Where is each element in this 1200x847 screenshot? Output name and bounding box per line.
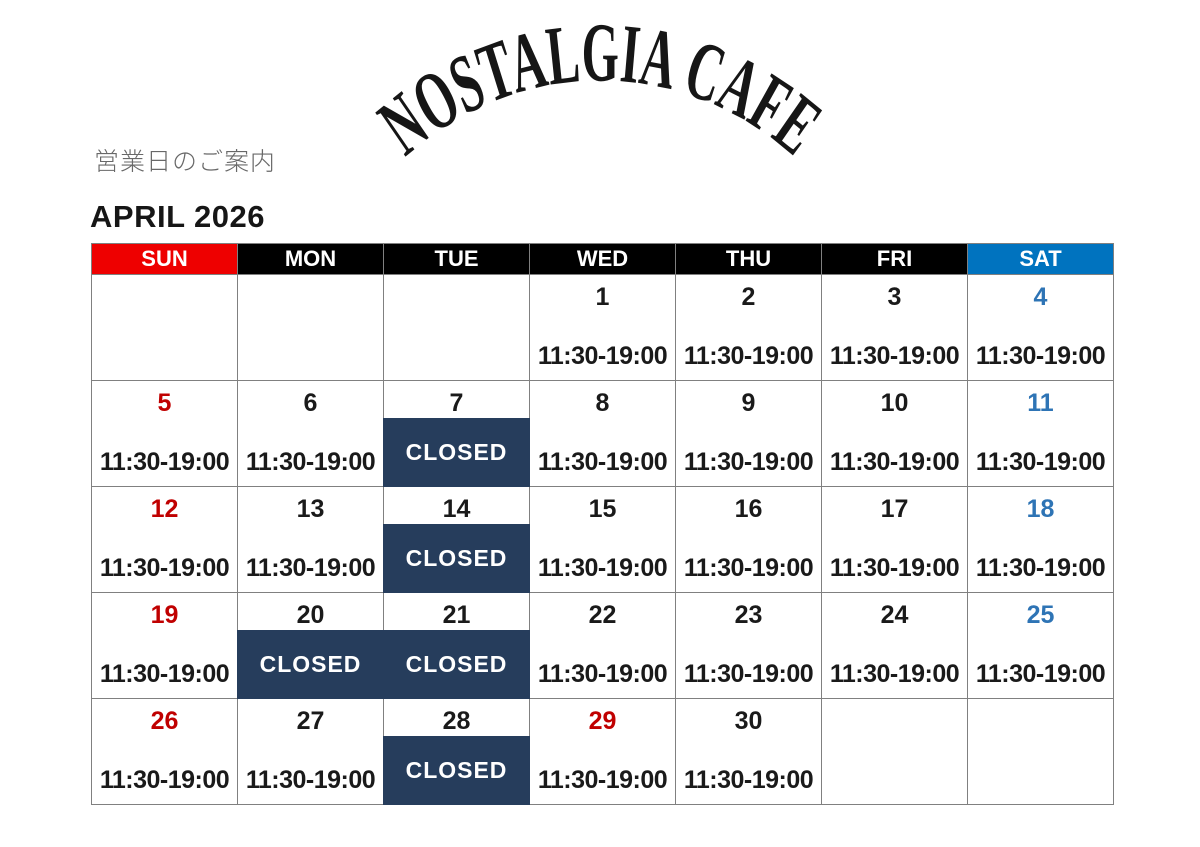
svg-text:NOSTALGIA CAFE: NOSTALGIA CAFE	[364, 7, 836, 173]
